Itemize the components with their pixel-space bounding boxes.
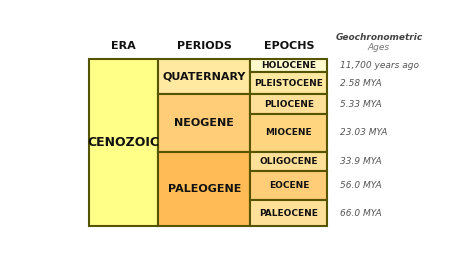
Bar (89, 59, 158, 227)
Bar (158, 59, 250, 94)
Text: PERIODS: PERIODS (177, 41, 232, 51)
Text: PALEOCENE: PALEOCENE (259, 209, 318, 218)
Text: QUATERNARY: QUATERNARY (163, 72, 246, 81)
Bar (250, 94, 328, 114)
Text: 2.58 MYA: 2.58 MYA (340, 79, 382, 88)
Text: 23.03 MYA: 23.03 MYA (340, 128, 388, 137)
Text: 56.0 MYA: 56.0 MYA (340, 181, 382, 190)
Text: PALEOGENE: PALEOGENE (168, 184, 241, 194)
Text: EPOCHS: EPOCHS (264, 41, 314, 51)
Text: Ages: Ages (368, 43, 390, 52)
Text: HOLOCENE: HOLOCENE (261, 61, 316, 70)
Text: 66.0 MYA: 66.0 MYA (340, 209, 382, 218)
Text: NEOGENE: NEOGENE (174, 118, 234, 128)
Bar (158, 152, 250, 227)
Text: OLIGOCENE: OLIGOCENE (260, 157, 318, 166)
Text: 33.9 MYA: 33.9 MYA (340, 157, 382, 166)
Bar (158, 94, 250, 152)
Bar (250, 72, 328, 94)
Text: MIOCENE: MIOCENE (265, 128, 312, 137)
Text: EOCENE: EOCENE (269, 181, 309, 190)
Text: 5.33 MYA: 5.33 MYA (340, 99, 382, 109)
Text: PLEISTOCENE: PLEISTOCENE (255, 79, 323, 88)
Text: CENOZOIC: CENOZOIC (88, 136, 160, 149)
Bar (250, 171, 328, 200)
Text: PLIOCENE: PLIOCENE (264, 100, 314, 109)
Text: Geochronometric: Geochronometric (335, 33, 422, 42)
Bar (250, 114, 328, 152)
Text: ERA: ERA (111, 41, 136, 51)
Bar (250, 152, 328, 171)
Bar (250, 200, 328, 227)
Bar (250, 59, 328, 72)
Text: 11,700 years ago: 11,700 years ago (340, 61, 419, 70)
